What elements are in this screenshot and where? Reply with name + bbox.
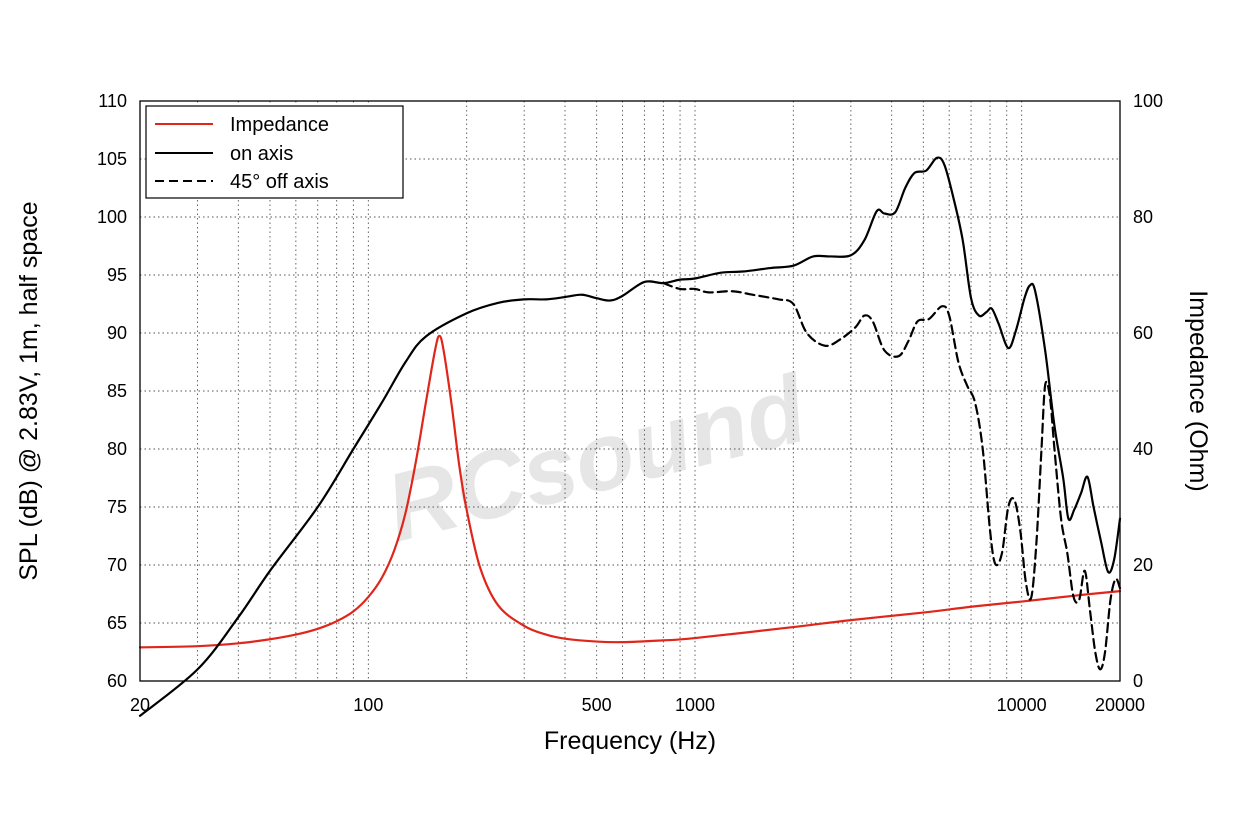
y-tick-label: 105 (97, 149, 127, 169)
y-tick-label: 65 (107, 613, 127, 633)
y-tick-label: 85 (107, 381, 127, 401)
x-tick-label: 500 (582, 695, 612, 715)
y2-tick-label: 20 (1133, 555, 1153, 575)
y-tick-label: 90 (107, 323, 127, 343)
plot-frame (139, 100, 1121, 682)
series-line-impedance (138, 334, 1122, 649)
x-tick-label: 20 (130, 695, 150, 715)
series-line-45-off-axis (662, 282, 1122, 671)
series-layer (138, 156, 1122, 717)
y-tick-label: 70 (107, 555, 127, 575)
y-tick-label: 110 (98, 91, 127, 111)
x-tick-label: 100 (353, 695, 383, 715)
x-axis-title: Frequency (Hz) (544, 727, 716, 755)
legend: Impedance on axis 45° off axis (145, 105, 404, 199)
y2-axis-title: Impedance (Ohm) (1184, 290, 1212, 491)
y-tick-label: 75 (107, 497, 127, 517)
y-tick-label: 80 (107, 439, 127, 459)
y-tick-label: 95 (107, 265, 127, 285)
y-tick-label: 60 (107, 671, 127, 691)
legend-label-on-axis: on axis (230, 143, 293, 165)
tick-labels: 20 100 500 1000 10000 20000606570758085909510… (97, 91, 1163, 715)
y2-tick-label: 40 (1133, 439, 1153, 459)
y-tick-label: 100 (97, 207, 127, 227)
x-tick-label: 10000 (997, 695, 1047, 715)
y2-tick-label: 100 (1133, 91, 1163, 111)
y-axis-title: SPL (dB) @ 2.83V, 1m, half space (15, 201, 43, 580)
x-tick-label: 20000 (1095, 695, 1145, 715)
legend-label-impedance: Impedance (230, 114, 329, 136)
legend-label-off-axis: 45° off axis (230, 171, 329, 193)
y2-tick-label: 80 (1133, 207, 1153, 227)
series-line-on-axis (138, 156, 1122, 717)
x-tick-label: 1000 (675, 695, 715, 715)
y2-tick-label: 60 (1133, 323, 1153, 343)
y2-tick-label: 0 (1133, 671, 1143, 691)
